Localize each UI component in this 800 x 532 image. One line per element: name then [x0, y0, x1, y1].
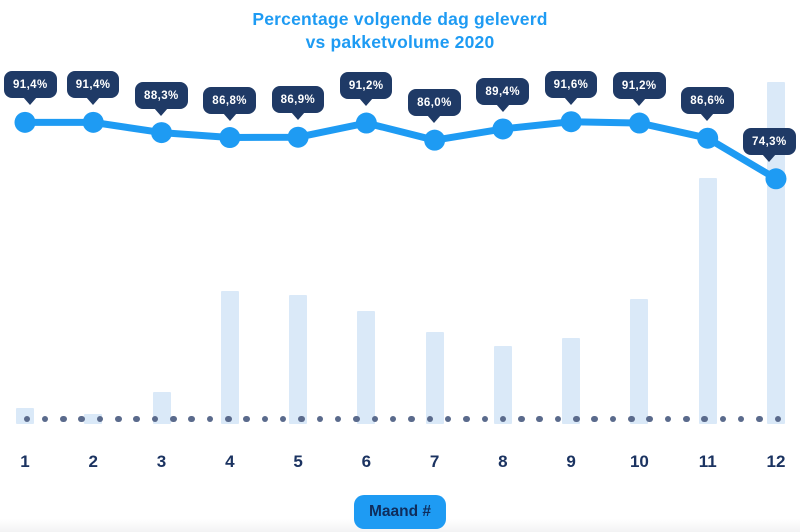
volume-bar: [493, 346, 512, 424]
baseline-dot: [774, 415, 782, 422]
x-axis-title-badge: Maand #: [353, 495, 447, 529]
x-axis-label: 4: [225, 452, 235, 471]
x-axis-label: 12: [766, 452, 786, 471]
baseline-dot: [41, 415, 49, 422]
baseline-dot: [701, 415, 708, 422]
volume-bar: [220, 290, 239, 424]
data-point-marker: [151, 122, 173, 144]
data-point-marker: [697, 127, 719, 149]
data-point-marker: [765, 168, 787, 190]
baseline-dot: [518, 415, 525, 422]
baseline-dot: [78, 415, 85, 422]
baseline-dot: [371, 415, 379, 422]
baseline-dot: [133, 415, 140, 422]
data-point-marker: [355, 112, 377, 134]
x-axis-label: 2: [88, 452, 98, 471]
x-axis-label: 6: [361, 452, 372, 471]
baseline-dot: [463, 415, 470, 422]
data-label-badge: 91,4%: [66, 71, 120, 99]
volume-bar: [630, 299, 649, 424]
data-point-marker: [82, 111, 104, 133]
data-label-badge: 86,8%: [203, 86, 256, 114]
baseline-dot: [664, 415, 672, 422]
volume-bar: [698, 178, 717, 424]
data-label-badge: 91,2%: [339, 72, 393, 100]
volume-bar: [84, 414, 103, 424]
x-axis-label: 10: [629, 452, 649, 471]
baseline-dot: [646, 415, 653, 422]
baseline-dot: [719, 415, 727, 422]
baseline-dot: [96, 415, 104, 422]
data-label-badge: 86,0%: [408, 89, 461, 117]
baseline-dot: [591, 415, 598, 422]
baseline-dot: [389, 415, 397, 422]
baseline-dot: [408, 415, 415, 422]
baseline-dot: [243, 415, 250, 422]
data-label-badge: 86,9%: [271, 86, 325, 114]
data-label-badge: 91,2%: [612, 72, 666, 100]
chart-title-block: Percentage volgende dag geleverd vs pakk…: [0, 8, 800, 54]
data-label-badge: 74,3%: [743, 127, 796, 155]
x-axis-label: 1: [20, 452, 30, 471]
chart-title: Percentage volgende dag geleverd: [252, 9, 548, 29]
baseline-dot: [60, 415, 67, 422]
baseline-dot: [23, 415, 30, 422]
baseline-dot: [499, 415, 507, 422]
volume-bar: [562, 338, 581, 424]
baseline-dot: [554, 415, 562, 422]
baseline-dot: [316, 415, 324, 422]
x-axis-label: 9: [566, 452, 576, 471]
data-label-badge: 88,3%: [135, 81, 188, 109]
baseline-dot: [170, 415, 177, 422]
baseline-dot: [151, 415, 159, 422]
baseline-dot: [261, 415, 269, 422]
data-point-marker: [14, 111, 36, 133]
baseline-dot: [481, 415, 488, 422]
x-axis-label: 8: [498, 452, 508, 471]
baseline-dot: [536, 415, 543, 422]
data-point-marker: [219, 127, 241, 149]
data-point-marker: [424, 129, 446, 151]
data-point-marker: [628, 112, 650, 134]
volume-bar: [766, 82, 785, 424]
volume-bar: [289, 295, 308, 424]
baseline-dot: [353, 415, 360, 422]
data-label-badge: 91,6%: [544, 70, 598, 98]
x-axis-label: 11: [698, 452, 717, 471]
baseline-dot: [188, 415, 195, 422]
volume-bar: [357, 311, 376, 424]
baseline-dot: [609, 415, 617, 422]
data-point-marker: [560, 111, 582, 133]
baseline-dot: [737, 415, 745, 422]
chart-subtitle: vs pakketvolume 2020: [305, 32, 495, 52]
baseline-dot: [683, 415, 690, 422]
data-label-badge: 86,6%: [681, 87, 734, 115]
baseline-dot: [426, 415, 434, 422]
baseline-dot: [444, 415, 452, 422]
data-point-marker: [492, 118, 514, 140]
baseline-dot: [628, 415, 635, 422]
baseline-dot: [756, 415, 763, 422]
volume-bar: [425, 332, 444, 424]
x-axis-label: 5: [293, 452, 303, 471]
baseline-dot: [225, 415, 232, 422]
data-label-badge: 91,4%: [4, 71, 57, 99]
x-axis-label: 3: [156, 452, 167, 471]
x-axis-label: 7: [429, 452, 440, 471]
baseline-dot: [279, 415, 287, 422]
baseline-dot: [573, 415, 580, 422]
baseline-dot: [206, 415, 214, 422]
baseline-dot: [115, 415, 122, 422]
data-point-marker: [287, 126, 309, 148]
data-label-badge: 89,4%: [476, 77, 529, 105]
baseline-dot: [334, 415, 342, 422]
baseline-dot: [298, 415, 305, 422]
